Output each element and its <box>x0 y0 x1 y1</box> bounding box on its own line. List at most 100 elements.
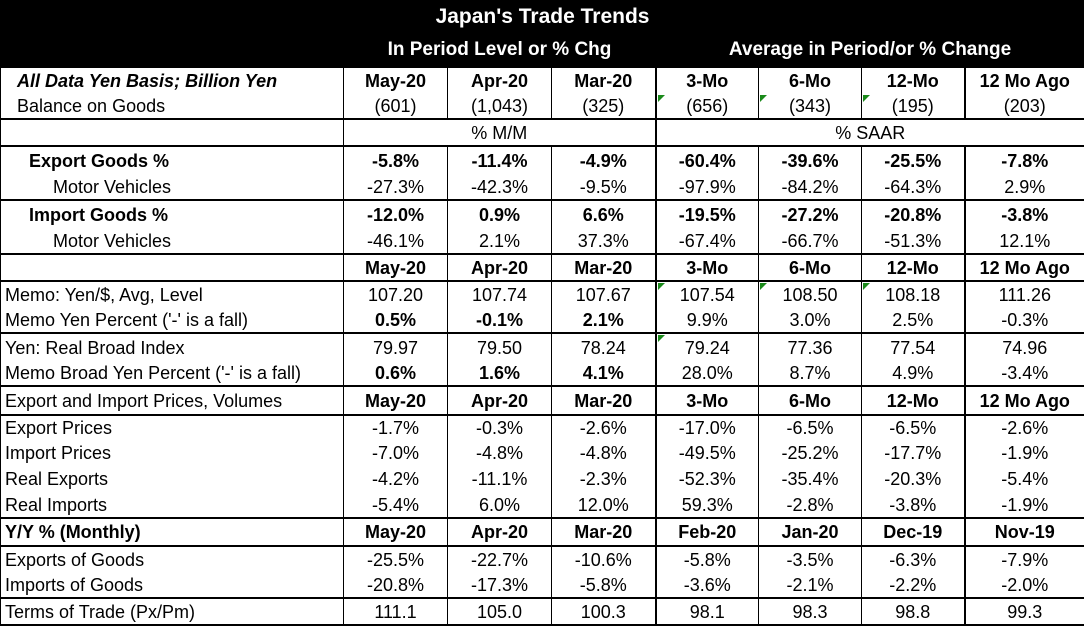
cell: 4.9% <box>861 360 965 387</box>
cell: -60.4% <box>654 145 759 175</box>
col-header: 12 Mo Ago <box>963 67 1084 94</box>
cell: (325) <box>551 93 656 120</box>
cell: 107.54 <box>654 281 759 308</box>
col-header: Apr-20 <box>447 253 552 282</box>
col-header: Apr-20 <box>447 67 552 94</box>
cell: -11.4% <box>447 145 552 175</box>
col-header: Mar-20 <box>551 386 656 415</box>
cell: -25.5% <box>861 145 965 175</box>
cell: 1.6% <box>447 360 552 387</box>
cell: -35.4% <box>758 465 862 493</box>
cell: 79.50 <box>447 333 552 361</box>
cell: -6.5% <box>861 414 965 441</box>
cell: -2.8% <box>758 492 862 518</box>
cell: 105.0 <box>447 598 552 625</box>
cell: 100.3 <box>551 598 656 625</box>
cell: 2.1% <box>551 307 656 334</box>
col-header: 3-Mo <box>654 67 759 94</box>
cell: 28.0% <box>654 360 759 387</box>
row-label: Memo Yen Percent ('-' is a fall) <box>0 307 344 334</box>
cell: 111.1 <box>343 598 448 625</box>
cell: -4.8% <box>551 440 656 466</box>
prices-volumes-header-row: Export and Import Prices, Volumes May-20… <box>0 386 1084 415</box>
row-label: Export and Import Prices, Volumes <box>0 386 344 415</box>
import-mv-row: Motor Vehicles -46.1% 2.1% 37.3% -67.4% … <box>0 228 1084 254</box>
row-label: Memo: Yen/$, Avg, Level <box>0 281 344 308</box>
exports-goods-row: Exports of Goods -25.5% -22.7% -10.6% -5… <box>0 546 1084 573</box>
row-label: Motor Vehicles <box>0 174 344 200</box>
cell: -5.8% <box>654 546 759 573</box>
cell: 107.67 <box>551 281 656 308</box>
memo-yen-pct-row: Memo Yen Percent ('-' is a fall) 0.5% -0… <box>0 307 1084 334</box>
cell: -9.5% <box>551 174 656 200</box>
cell: (343) <box>758 93 862 120</box>
export-prices-row: Export Prices -1.7% -0.3% -2.6% -17.0% -… <box>0 414 1084 441</box>
cell: -0.3% <box>447 414 552 441</box>
yy-header-row: Y/Y % (Monthly) May-20 Apr-20 Mar-20 Feb… <box>0 517 1084 547</box>
cell: 6.6% <box>551 199 656 229</box>
row-label: Real Imports <box>0 492 344 518</box>
cell: -20.3% <box>861 465 965 493</box>
cell: -49.5% <box>654 440 759 466</box>
memo-yen-level-row: Memo: Yen/$, Avg, Level 107.20 107.74 10… <box>0 281 1084 308</box>
cell: 59.3% <box>654 492 759 518</box>
cell: -7.8% <box>963 145 1084 175</box>
cell: -5.8% <box>551 572 656 599</box>
col-header: Mar-20 <box>551 253 656 282</box>
memo-broad-pct-row: Memo Broad Yen Percent ('-' is a fall) 0… <box>0 360 1084 387</box>
units-row: % M/M % SAAR <box>0 119 1084 146</box>
cell: -17.0% <box>654 414 759 441</box>
cell: (203) <box>963 93 1084 120</box>
cell: -10.6% <box>551 546 656 573</box>
cell: -2.2% <box>861 572 965 599</box>
cell: -46.1% <box>343 228 448 254</box>
cell: -17.7% <box>861 440 965 466</box>
column-header-row: All Data Yen Basis; Billion Yen May-20 A… <box>0 67 1084 94</box>
row-label: Memo Broad Yen Percent ('-' is a fall) <box>0 360 344 387</box>
row-label: Export Prices <box>0 414 344 441</box>
cell: 37.3% <box>551 228 656 254</box>
cell: -25.2% <box>758 440 862 466</box>
cell: 12.0% <box>551 492 656 518</box>
cell: -52.3% <box>654 465 759 493</box>
blank-cell <box>0 253 344 282</box>
cell: 79.97 <box>343 333 448 361</box>
col-header: 12 Mo Ago <box>963 386 1084 415</box>
cell: 0.9% <box>447 199 552 229</box>
cell: -4.8% <box>447 440 552 466</box>
cell: -2.6% <box>551 414 656 441</box>
col-header: 3-Mo <box>654 253 759 282</box>
col-header: 12 Mo Ago <box>963 253 1084 282</box>
cell: -2.0% <box>963 572 1084 599</box>
row-label: Imports of Goods <box>0 572 344 599</box>
col-header: 6-Mo <box>758 67 862 94</box>
row-label: Import Goods % <box>0 199 344 229</box>
row-label: Y/Y % (Monthly) <box>0 517 344 547</box>
cell: -1.9% <box>963 440 1084 466</box>
column-header-row-2: May-20 Apr-20 Mar-20 3-Mo 6-Mo 12-Mo 12 … <box>0 253 1084 282</box>
cell: 107.20 <box>343 281 448 308</box>
basis-label: All Data Yen Basis; Billion Yen <box>0 67 344 94</box>
col-header: Mar-20 <box>551 517 656 547</box>
pct-saar-label: % SAAR <box>654 119 1084 146</box>
cell: -3.4% <box>963 360 1084 387</box>
cell: -66.7% <box>758 228 862 254</box>
cell: 3.0% <box>758 307 862 334</box>
col-header: 6-Mo <box>758 386 862 415</box>
cell: -12.0% <box>343 199 448 229</box>
real-exports-row: Real Exports -4.2% -11.1% -2.3% -52.3% -… <box>0 465 1084 493</box>
cell: 2.5% <box>861 307 965 334</box>
row-label: Export Goods % <box>0 145 344 175</box>
import-prices-row: Import Prices -7.0% -4.8% -4.8% -49.5% -… <box>0 440 1084 466</box>
cell: -27.2% <box>758 199 862 229</box>
real-imports-row: Real Imports -5.4% 6.0% 12.0% 59.3% -2.8… <box>0 492 1084 518</box>
row-label: Import Prices <box>0 440 344 466</box>
table-title: Japan's Trade Trends <box>0 0 1084 35</box>
cell: -5.8% <box>343 145 448 175</box>
cell: -6.5% <box>758 414 862 441</box>
col-header: 12-Mo <box>861 253 965 282</box>
col-header: Feb-20 <box>654 517 759 547</box>
cell: 2.1% <box>447 228 552 254</box>
row-label: Balance on Goods <box>0 93 344 120</box>
